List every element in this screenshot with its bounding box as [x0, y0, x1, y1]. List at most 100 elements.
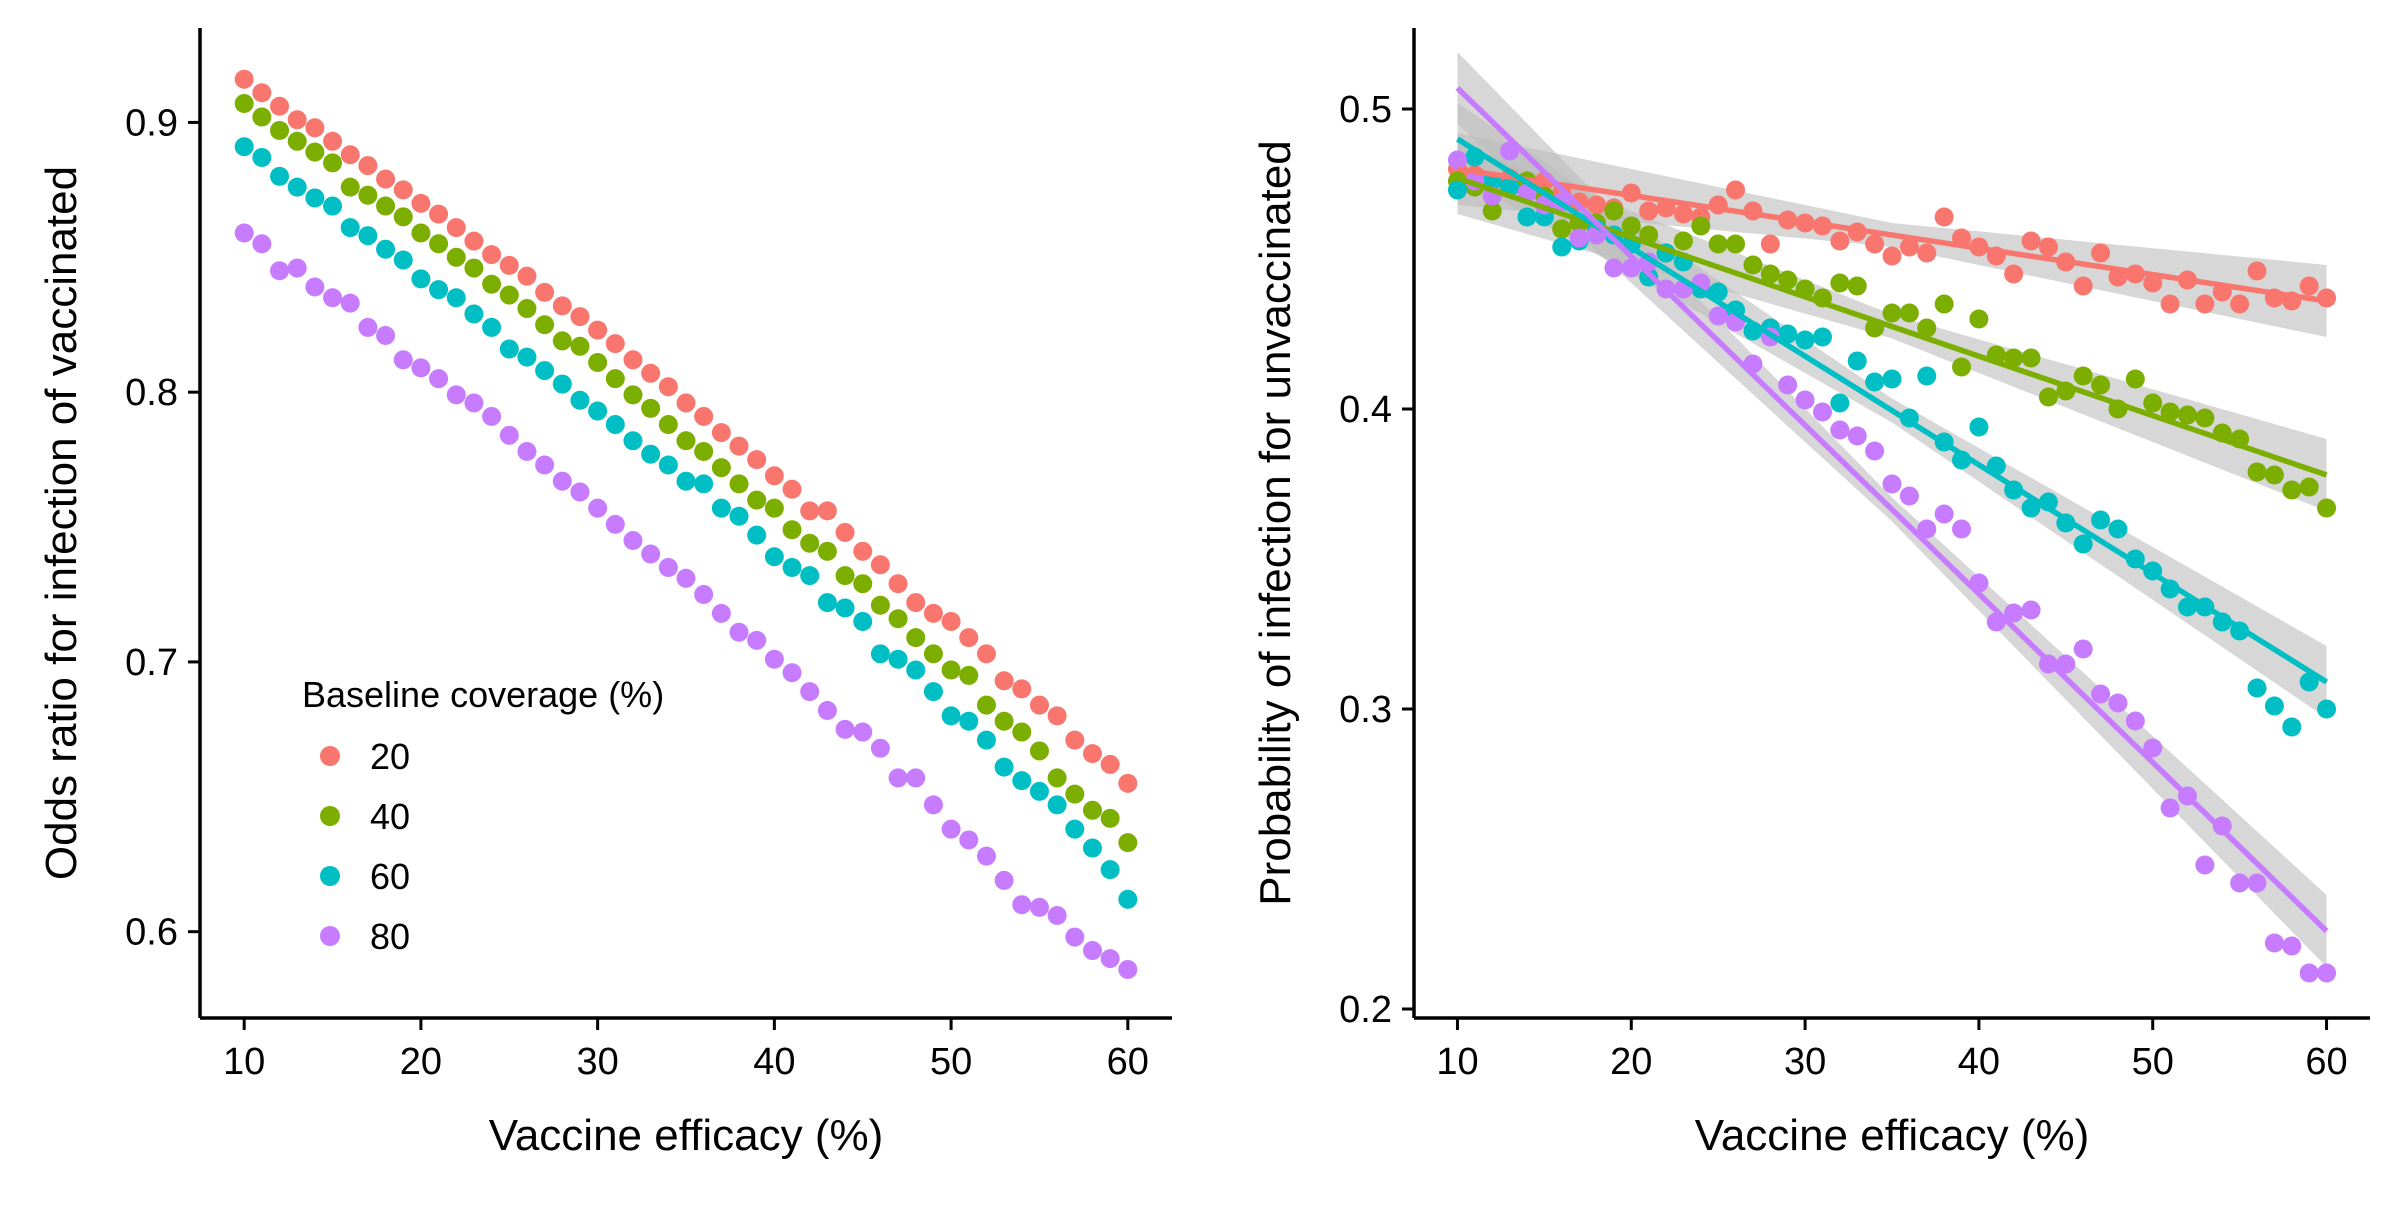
data-point: [1082, 941, 1102, 961]
data-point: [941, 706, 961, 726]
data-point: [358, 156, 378, 176]
data-point: [2299, 477, 2319, 497]
x-tick-label: 10: [1436, 1041, 1478, 1083]
data-point: [1569, 228, 1589, 248]
data-point: [853, 611, 873, 631]
data-point: [1100, 860, 1120, 880]
data-point: [959, 665, 979, 685]
data-point: [1447, 180, 1467, 200]
data-point: [888, 768, 908, 788]
data-point: [1047, 795, 1067, 815]
data-point: [764, 649, 784, 669]
series-60: [234, 137, 1138, 909]
legend-item-40: 40: [320, 796, 410, 837]
data-point: [764, 466, 784, 486]
data-point: [2108, 519, 2128, 539]
legend-item-80: 80: [320, 916, 410, 957]
data-point: [1118, 833, 1138, 853]
data-point: [1847, 351, 1867, 371]
data-point: [923, 644, 943, 664]
right-panel-fit-lines: [1455, 86, 2329, 933]
right-x-ticks: 10 20 30 40 50 60: [1436, 1018, 2348, 1083]
data-point: [2108, 693, 2128, 713]
data-point: [2317, 498, 2337, 518]
data-point: [287, 177, 307, 197]
data-point: [323, 131, 343, 151]
data-point: [764, 498, 784, 518]
data-point: [252, 107, 272, 127]
data-point: [1969, 417, 1989, 437]
data-point: [817, 541, 837, 561]
data-point: [2264, 933, 2284, 953]
data-point: [2091, 684, 2111, 704]
data-point: [976, 695, 996, 715]
data-point: [270, 166, 290, 186]
data-point: [1447, 150, 1467, 170]
data-point: [2004, 348, 2024, 368]
data-point: [623, 385, 643, 405]
data-point: [694, 474, 714, 494]
data-point: [1847, 426, 1867, 446]
data-point: [393, 350, 413, 370]
data-point: [1047, 768, 1067, 788]
data-point: [358, 185, 378, 205]
data-point: [2004, 264, 2024, 284]
data-point: [817, 700, 837, 720]
data-point: [482, 406, 502, 426]
data-point: [1118, 889, 1138, 909]
data-point: [588, 401, 608, 421]
data-point: [411, 269, 431, 289]
data-point: [1795, 330, 1815, 350]
data-point: [835, 566, 855, 586]
data-point: [287, 131, 307, 151]
data-point: [2195, 408, 2215, 428]
data-point: [941, 611, 961, 631]
data-point: [446, 385, 466, 405]
data-point: [694, 406, 714, 426]
data-point: [2282, 936, 2302, 956]
data-point: [1847, 276, 1867, 296]
y-tick-label: 0.7: [125, 642, 178, 684]
right-x-axis-title: Vaccine efficacy (%): [1695, 1111, 2090, 1160]
data-point: [2195, 294, 2215, 314]
data-point: [323, 288, 343, 308]
x-tick-label: 60: [2305, 1041, 2347, 1083]
data-point: [2038, 237, 2058, 257]
data-point: [2125, 711, 2145, 731]
data-point: [994, 757, 1014, 777]
data-point: [906, 593, 926, 613]
data-point: [1830, 273, 1850, 293]
data-point: [376, 326, 396, 346]
data-point: [729, 436, 749, 456]
data-point: [2299, 276, 2319, 296]
data-point: [287, 258, 307, 278]
data-point: [1778, 270, 1798, 290]
data-point: [959, 830, 979, 850]
data-point: [906, 768, 926, 788]
data-point: [959, 628, 979, 648]
data-point: [2177, 597, 2197, 617]
data-point: [923, 682, 943, 702]
data-point: [411, 358, 431, 378]
data-point: [1743, 255, 1763, 275]
left-panel: 10 20 30 40 50 60 0.6 0.7 0.8 0.9 Vaccine effica…: [37, 28, 1172, 1160]
data-point: [340, 145, 360, 165]
data-point: [446, 247, 466, 267]
data-point: [393, 250, 413, 270]
data-point: [535, 455, 555, 475]
data-point: [429, 280, 449, 300]
data-point: [941, 819, 961, 839]
data-point: [2247, 873, 2267, 893]
data-point: [1726, 234, 1746, 254]
data-point: [429, 204, 449, 224]
data-point: [1552, 237, 1572, 257]
data-point: [234, 223, 254, 243]
data-point: [499, 285, 519, 305]
data-point: [800, 682, 820, 702]
legend-title: Baseline coverage (%): [302, 674, 664, 715]
x-tick-label: 30: [576, 1041, 618, 1083]
data-point: [570, 482, 590, 502]
data-point: [676, 471, 696, 491]
data-point: [694, 584, 714, 604]
data-point: [1830, 231, 1850, 251]
